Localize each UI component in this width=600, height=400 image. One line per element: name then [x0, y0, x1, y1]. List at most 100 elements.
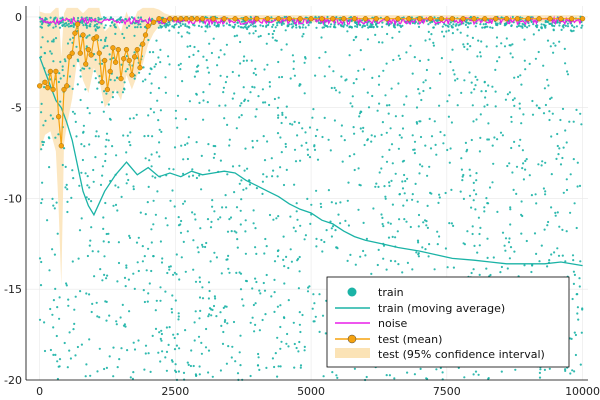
train-point [63, 341, 66, 345]
train-point [281, 111, 284, 114]
train-point [240, 179, 243, 182]
train-point [438, 72, 442, 75]
train-point [149, 107, 152, 110]
train-point [387, 112, 390, 115]
train-point [473, 244, 476, 247]
train-point [562, 146, 565, 149]
train-point [170, 307, 173, 311]
train-point [109, 24, 112, 27]
train-point [133, 51, 136, 54]
train-point [491, 144, 494, 147]
train-point [293, 342, 296, 346]
train-point [195, 374, 198, 377]
test-mean-marker [210, 16, 216, 22]
train-point [197, 24, 201, 27]
train-point [137, 16, 140, 19]
train-point [445, 30, 448, 33]
train-point [533, 232, 537, 235]
train-point [318, 330, 321, 333]
train-point [166, 224, 169, 227]
train-point [537, 163, 540, 166]
train-point [200, 188, 203, 191]
train-point [384, 94, 387, 97]
train-point [52, 26, 55, 29]
train-point [125, 173, 128, 176]
test-mean-marker [308, 16, 314, 22]
train-point [480, 90, 483, 93]
train-point [295, 202, 298, 205]
train-point [403, 173, 406, 177]
train-point [325, 229, 328, 232]
train-point [530, 20, 533, 24]
train-point [49, 307, 52, 311]
train-point [486, 103, 489, 106]
train-point [306, 148, 309, 151]
train-point [211, 205, 214, 208]
train-point [198, 365, 201, 368]
train-point [280, 151, 283, 154]
train-point [245, 59, 248, 62]
train-point [102, 16, 106, 19]
train-point [290, 260, 293, 263]
train-point [226, 75, 229, 78]
train-point [378, 75, 381, 78]
train-point [121, 32, 124, 36]
train-point [285, 168, 288, 171]
train-point [485, 267, 488, 270]
train-point [468, 194, 472, 197]
train-point [135, 241, 139, 244]
train-point [201, 297, 205, 300]
train-point [543, 368, 547, 371]
train-point [249, 24, 252, 27]
train-point [461, 179, 464, 182]
train-point [207, 281, 211, 284]
train-point [263, 252, 266, 255]
train-point [522, 113, 525, 116]
train-point [468, 71, 471, 74]
train-point [95, 23, 99, 26]
train-point [538, 376, 542, 379]
train-point [197, 335, 201, 338]
train-point [402, 204, 405, 207]
train-point [172, 168, 175, 171]
train-point [284, 29, 287, 32]
train-point [52, 326, 55, 329]
train-point [254, 73, 258, 76]
train-point [349, 16, 353, 19]
train-point [292, 321, 295, 324]
train-point [522, 162, 525, 165]
train-point [161, 350, 164, 353]
train-point [556, 144, 559, 148]
train-point [115, 320, 118, 323]
train-point [288, 23, 291, 26]
train-point [540, 164, 543, 167]
train-point [236, 246, 239, 249]
train-point [335, 246, 338, 249]
train-point [49, 348, 53, 352]
train-point [79, 75, 82, 78]
train-point [227, 267, 230, 270]
train-point [410, 16, 413, 19]
train-point [314, 315, 317, 318]
train-point [54, 37, 58, 40]
train-point [56, 306, 59, 309]
train-point [112, 375, 115, 378]
train-point [68, 331, 71, 334]
test-mean-marker [232, 16, 238, 22]
train-point [205, 327, 208, 331]
train-point [42, 141, 46, 144]
train-point [149, 91, 152, 94]
train-point [129, 144, 132, 147]
train-point [531, 113, 535, 116]
train-point [563, 47, 566, 51]
train-point [478, 273, 481, 276]
train-point [413, 373, 416, 376]
train-point [108, 355, 111, 358]
train-point [147, 247, 150, 250]
train-point [291, 123, 294, 126]
train-point [161, 25, 164, 28]
train-point [397, 54, 400, 57]
train-point [180, 144, 183, 147]
train-point [71, 87, 74, 90]
train-point [154, 63, 157, 66]
